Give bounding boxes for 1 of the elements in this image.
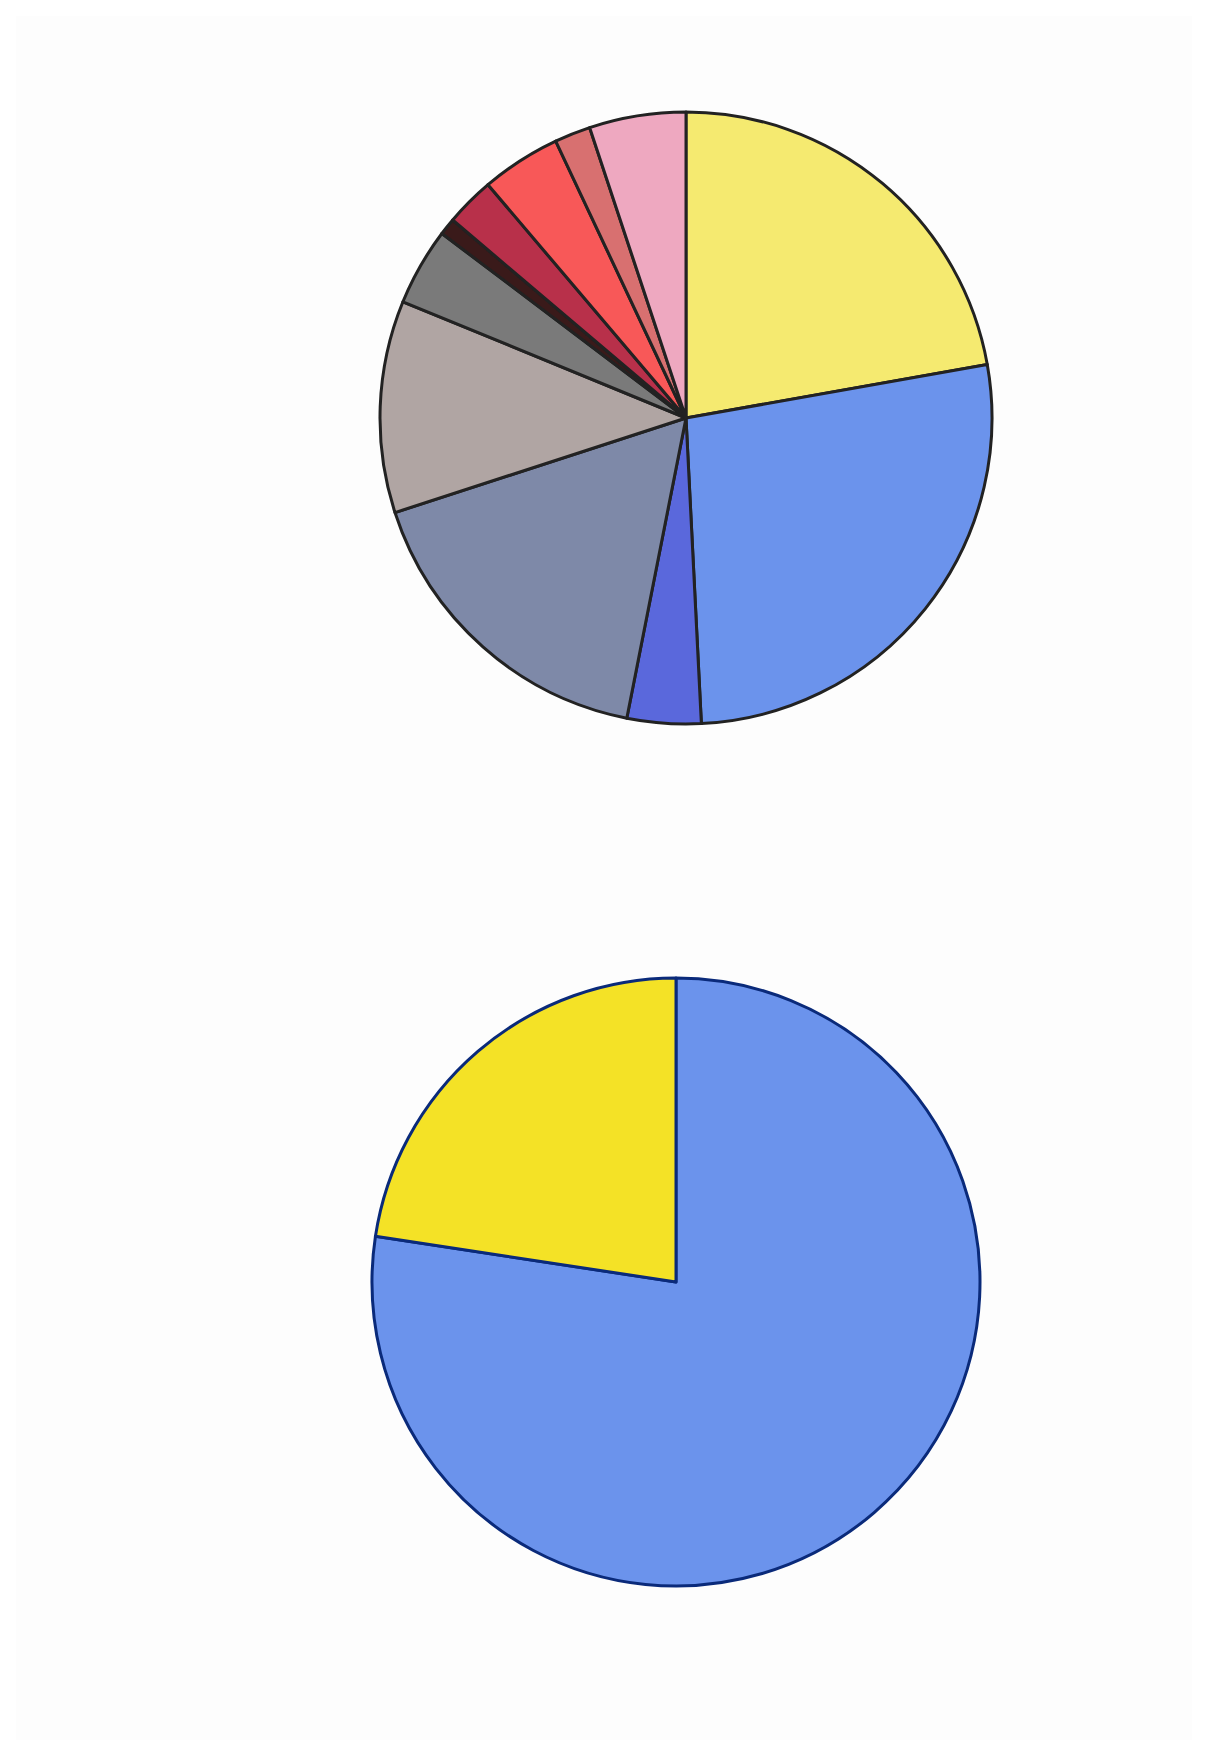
pie-slice xyxy=(370,976,982,1587)
